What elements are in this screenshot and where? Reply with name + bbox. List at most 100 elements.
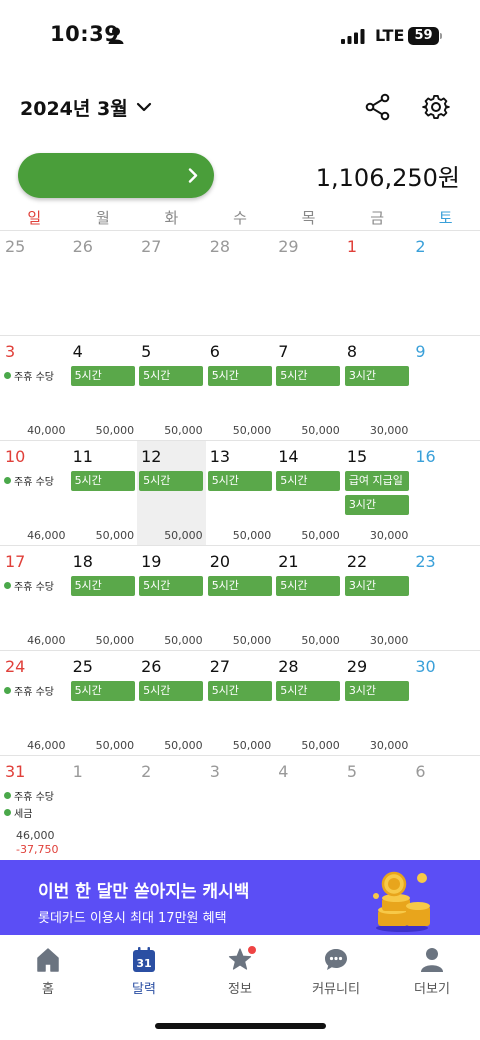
day-cell[interactable]: 17 주휴 수당 46,000 [0, 546, 69, 650]
work-shift-event[interactable]: 5시간 [276, 366, 341, 386]
work-shift-event[interactable]: 5시간 [207, 366, 272, 386]
work-shift-event[interactable]: 급여 지급일 [344, 471, 409, 491]
work-shift-event[interactable]: 5시간 [139, 681, 204, 701]
day-cell[interactable]: 6 5시간 50,000 [206, 336, 275, 440]
day-cell[interactable]: 27 5시간 50,000 [206, 651, 275, 755]
nav-community[interactable]: 커뮤니티 [288, 935, 384, 1005]
day-cell[interactable]: 12 5시간 50,000 [137, 441, 206, 545]
work-shift-event[interactable]: 5시간 [70, 471, 135, 491]
day-cell[interactable]: 20 5시간 50,000 [206, 546, 275, 650]
day-cell[interactable]: 5 5시간 50,000 [137, 336, 206, 440]
day-cell[interactable]: 28 5시간 50,000 [274, 651, 343, 755]
work-shift-event[interactable]: 3시간 [344, 495, 409, 515]
day-cell[interactable]: 3 주휴 수당 40,000 [0, 336, 69, 440]
gear-icon[interactable] [422, 93, 450, 121]
nav-more[interactable]: 더보기 [384, 935, 480, 1005]
day-number: 26 [72, 237, 93, 256]
day-cell[interactable]: 4 5시간 50,000 [69, 336, 138, 440]
day-number: 22 [346, 552, 368, 571]
day-cell[interactable]: 16 [411, 441, 480, 545]
allowance-label: 주휴 수당 [4, 788, 54, 803]
day-number: 12 [141, 447, 162, 466]
day-cell[interactable]: 14 5시간 50,000 [274, 441, 343, 545]
day-cell[interactable]: 15 급여 지급일 3시간 30,000 [343, 441, 412, 545]
day-number: 2 [415, 237, 426, 256]
work-shift-event[interactable]: 3시간 [344, 681, 409, 701]
day-number: 4 [72, 342, 83, 361]
work-shift-event[interactable]: 5시간 [276, 576, 341, 596]
day-cell[interactable]: 29 [274, 231, 343, 335]
work-shift-event[interactable]: 5시간 [70, 366, 135, 386]
work-shift-event[interactable]: 5시간 [70, 681, 135, 701]
day-number: 18 [72, 552, 93, 571]
day-cell[interactable]: 28 [206, 231, 275, 335]
work-shift-event[interactable]: 5시간 [276, 681, 341, 701]
day-amount: 50,000 [232, 529, 272, 542]
day-amount: 50,000 [95, 424, 135, 437]
share-icon[interactable] [364, 93, 392, 121]
day-cell[interactable]: 2 [411, 231, 480, 335]
day-cell[interactable]: 21 5시간 50,000 [274, 546, 343, 650]
day-amount: 50,000 [95, 739, 135, 752]
day-cell[interactable]: 3 [206, 756, 275, 860]
weekday-header: 일 월 화 수 목 금 토 [0, 207, 480, 231]
day-number: 13 [209, 447, 231, 466]
day-cell[interactable]: 22 3시간 30,000 [343, 546, 412, 650]
day-number: 27 [141, 237, 162, 256]
month-title: 2024년 3월 [20, 97, 128, 120]
day-cell[interactable]: 1 [69, 756, 138, 860]
day-number: 5 [141, 342, 152, 361]
work-shift-event[interactable]: 5시간 [207, 681, 272, 701]
day-cell[interactable]: 2 [137, 756, 206, 860]
day-cell[interactable]: 25 5시간 50,000 [69, 651, 138, 755]
day-cell[interactable]: 29 3시간 30,000 [343, 651, 412, 755]
day-cell[interactable]: 26 [69, 231, 138, 335]
day-cell[interactable]: 27 [137, 231, 206, 335]
day-cell[interactable]: 18 5시간 50,000 [69, 546, 138, 650]
day-cell[interactable]: 5 [343, 756, 412, 860]
work-shift-event[interactable]: 5시간 [139, 366, 204, 386]
allowance-label-text: 세금 [14, 809, 33, 820]
work-shift-event[interactable]: 5시간 [207, 471, 272, 491]
day-cell[interactable]: 19 5시간 50,000 [137, 546, 206, 650]
earnings-progress-button[interactable] [18, 153, 214, 198]
work-shift-event[interactable]: 3시간 [344, 366, 409, 386]
day-cell[interactable]: 4 [274, 756, 343, 860]
green-dot-icon [4, 687, 11, 694]
day-number: 14 [278, 447, 299, 466]
nav-info[interactable]: 정보 [192, 935, 288, 1005]
green-dot-icon [4, 477, 11, 484]
day-cell[interactable]: 8 3시간 30,000 [343, 336, 412, 440]
work-shift-event[interactable]: 5시간 [139, 471, 204, 491]
day-number: 1 [72, 762, 83, 781]
day-cell[interactable]: 31 주휴 수당 세금 46,000 -37,750 [0, 756, 69, 860]
month-selector[interactable]: 2024년 3월 [20, 92, 152, 122]
day-cell[interactable]: 23 [411, 546, 480, 650]
day-cell[interactable]: 9 [411, 336, 480, 440]
day-cell[interactable]: 11 5시간 50,000 [69, 441, 138, 545]
day-cell[interactable]: 30 [411, 651, 480, 755]
work-shift-event[interactable]: 5시간 [276, 471, 341, 491]
allowance-label-text: 주휴 수당 [14, 477, 54, 488]
work-shift-event[interactable]: 3시간 [344, 576, 409, 596]
day-cell[interactable]: 24 주휴 수당 46,000 [0, 651, 69, 755]
nav-home[interactable]: 홈 [0, 935, 96, 1005]
work-shift-event[interactable]: 5시간 [139, 576, 204, 596]
work-shift-event[interactable]: 5시간 [207, 576, 272, 596]
day-cell[interactable]: 26 5시간 50,000 [137, 651, 206, 755]
nav-label-calendar: 달력 [132, 982, 156, 997]
allowance-label: 주휴 수당 [4, 473, 54, 488]
day-cell[interactable]: 10 주휴 수당 46,000 [0, 441, 69, 545]
total-amount: 1,106,250원 [315, 164, 460, 192]
day-number: 2 [141, 762, 152, 781]
day-cell[interactable]: 7 5시간 50,000 [274, 336, 343, 440]
day-cell[interactable]: 6 [411, 756, 480, 860]
promo-banner[interactable]: 이번 한 달만 쏟아지는 캐시백 롯데카드 이용시 최대 17만원 혜택 [0, 860, 480, 935]
work-shift-event[interactable]: 5시간 [70, 576, 135, 596]
day-amount: 46,000 [16, 829, 55, 842]
day-cell[interactable]: 1 [343, 231, 412, 335]
day-cell[interactable]: 25 [0, 231, 69, 335]
allowance-label-text: 주휴 수당 [14, 372, 54, 383]
nav-calendar[interactable]: 31 달력 [96, 935, 192, 1005]
day-cell[interactable]: 13 5시간 50,000 [206, 441, 275, 545]
